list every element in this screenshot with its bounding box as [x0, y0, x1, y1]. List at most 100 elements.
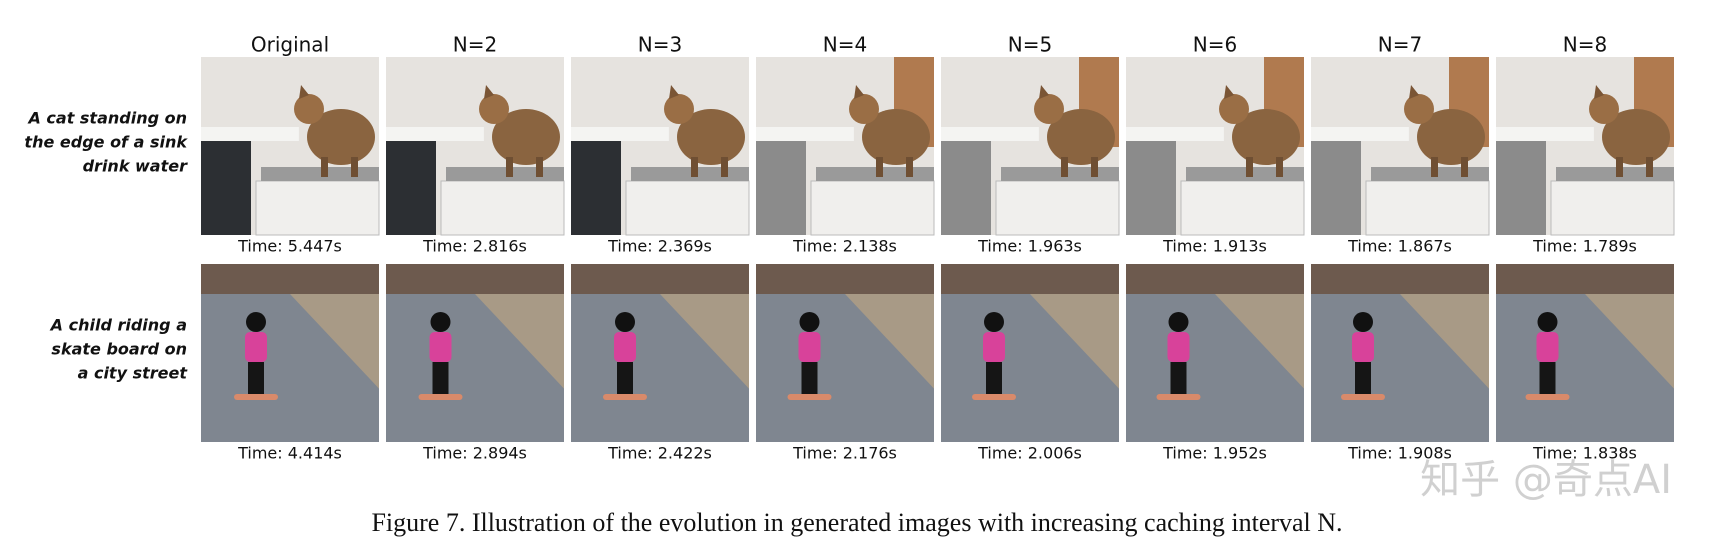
time-label: Time: 4.414s [237, 444, 342, 463]
cat-ear [299, 85, 309, 99]
watermark: 知乎 @奇点AI [1420, 457, 1672, 503]
prompt-line: A cat standing on [26, 109, 187, 128]
child-legs [1170, 362, 1187, 394]
sink-side [1311, 141, 1361, 235]
child-legs [1355, 362, 1371, 394]
time-label: Time: 1.789s [1532, 237, 1637, 256]
counter [756, 127, 854, 141]
drawer [995, 180, 1120, 236]
drawer [255, 180, 380, 236]
cat-leg [321, 157, 328, 177]
sidewalk [290, 294, 379, 389]
cat-ear [669, 85, 679, 99]
basin [261, 167, 379, 181]
cat-ear [1039, 85, 1049, 99]
prompt-line: skate board on [51, 340, 187, 359]
prompt-line: a city street [78, 364, 189, 383]
caption: Figure 7. Illustration of the evolution … [371, 508, 1342, 537]
cat-head [1404, 94, 1434, 124]
generated-image [756, 264, 934, 442]
time-label: Time: 2.816s [422, 237, 527, 256]
child-legs [617, 362, 633, 394]
basin [816, 167, 934, 181]
sky-buildings [756, 264, 934, 294]
cat-head [1034, 94, 1064, 124]
time-label: Time: 5.447s [237, 237, 342, 256]
child-head [984, 312, 1004, 332]
cat-leg [1246, 157, 1253, 177]
cat-body [1602, 109, 1670, 165]
child-head [430, 312, 451, 332]
sky-buildings [201, 264, 379, 294]
child-shirt [614, 332, 636, 362]
child-legs [432, 362, 449, 394]
child-head [615, 312, 635, 332]
generated-image [201, 264, 379, 442]
cat-head [479, 94, 509, 124]
generated-image [571, 57, 750, 236]
child-head [246, 312, 266, 332]
generated-image [1311, 264, 1489, 442]
time-label: Time: 2.894s [422, 444, 527, 463]
generated-image [571, 264, 749, 442]
basin [446, 167, 564, 181]
drawer [1180, 180, 1305, 236]
cat-ear [1594, 85, 1604, 99]
counter [386, 127, 484, 141]
sink-side [201, 141, 251, 235]
cat-ear [1409, 85, 1419, 99]
child-shirt [1167, 332, 1190, 362]
cat-head [1589, 94, 1619, 124]
basin [1186, 167, 1304, 181]
drawer [1550, 180, 1675, 236]
child-shirt [245, 332, 267, 362]
cat-leg [1431, 157, 1438, 177]
counter [941, 127, 1039, 141]
sink-side [1126, 141, 1176, 235]
column-header: N=7 [1378, 33, 1422, 57]
cat-leg [536, 157, 543, 177]
cat-leg [1461, 157, 1468, 177]
sky-buildings [386, 264, 564, 294]
child-head [1353, 312, 1373, 332]
basin [631, 167, 749, 181]
sink-side [386, 141, 436, 235]
sink-side [941, 141, 991, 235]
column-header: N=5 [1008, 33, 1052, 57]
cat-body [1232, 109, 1300, 165]
sky-buildings [1311, 264, 1489, 294]
child-legs [248, 362, 264, 394]
cat-ear [854, 85, 864, 99]
generated-image [386, 264, 564, 442]
cat-leg [1646, 157, 1653, 177]
counter [1496, 127, 1594, 141]
skateboard [234, 394, 278, 400]
time-label: Time: 2.176s [792, 444, 897, 463]
cat-body [1047, 109, 1115, 165]
counter [201, 127, 299, 141]
generated-image [941, 264, 1119, 442]
time-label: Time: 1.963s [977, 237, 1082, 256]
cat-leg [721, 157, 728, 177]
counter [1311, 127, 1409, 141]
basin [1001, 167, 1119, 181]
child-head [1168, 312, 1189, 332]
time-label: Time: 1.908s [1347, 444, 1452, 463]
child-head [1537, 312, 1558, 332]
time-label: Time: 2.369s [607, 237, 712, 256]
generated-image [1496, 264, 1674, 442]
cat-body [492, 109, 560, 165]
cat-leg [876, 157, 883, 177]
sidewalk [475, 294, 564, 389]
drawer [810, 180, 935, 236]
child-shirt [1352, 332, 1374, 362]
skateboard [1525, 394, 1570, 400]
cat-head [849, 94, 879, 124]
basin [1371, 167, 1489, 181]
sink-side [756, 141, 806, 235]
counter [1126, 127, 1224, 141]
prompt-line: drink water [83, 157, 189, 176]
drawer [625, 180, 750, 236]
column-header: N=3 [638, 33, 682, 57]
